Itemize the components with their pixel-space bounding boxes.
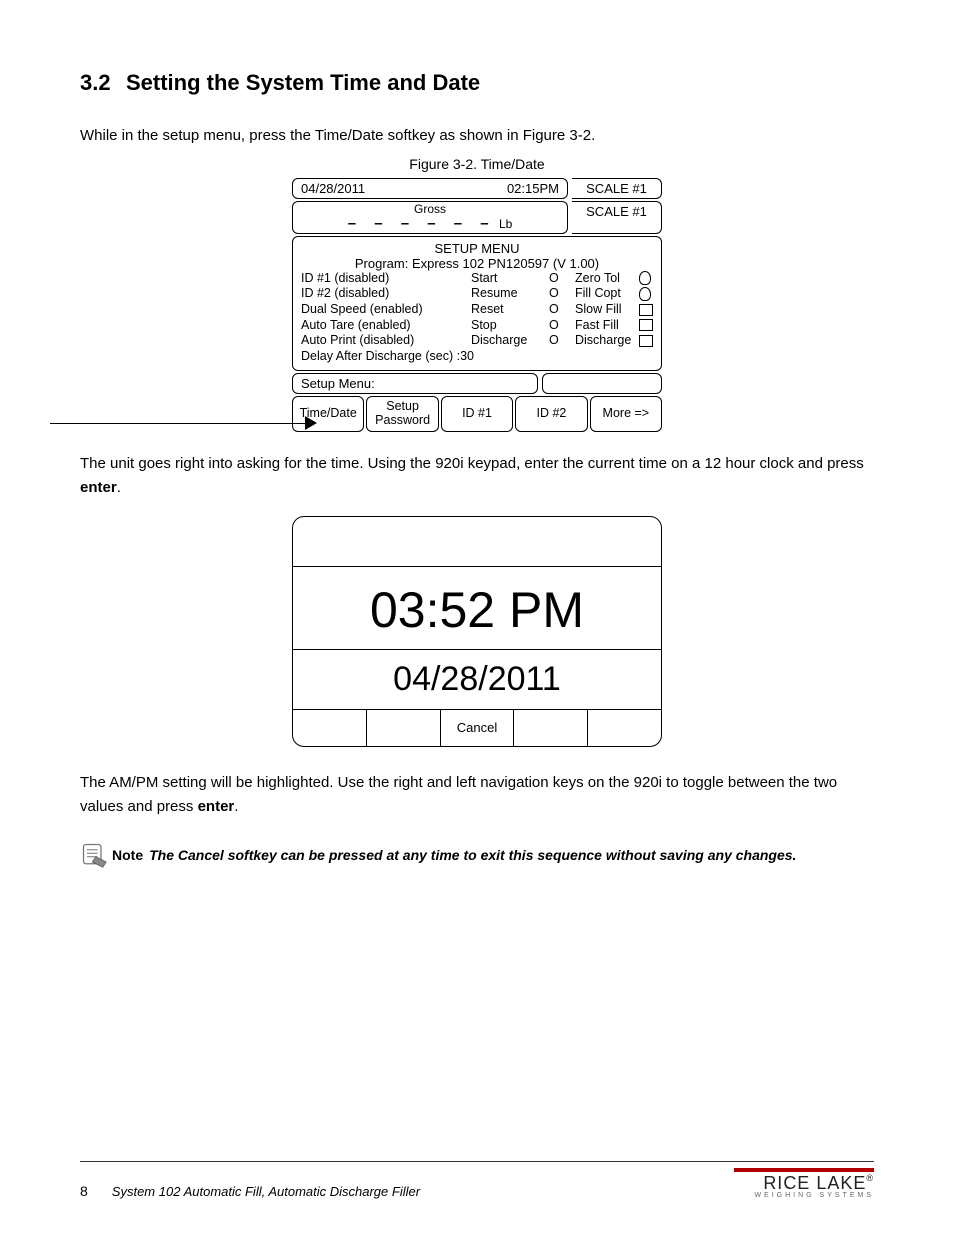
page-number: 8 — [80, 1183, 88, 1199]
softkey-blank-1[interactable] — [293, 710, 367, 746]
date-display: 04/28/2011 — [293, 650, 661, 710]
bulb-icon — [639, 271, 653, 287]
blank-cell — [542, 373, 662, 394]
softkey-blank-2[interactable] — [367, 710, 441, 746]
datetime-bar: 04/28/2011 02:15PM — [292, 178, 568, 199]
valve-icon — [639, 318, 653, 334]
softkey-setup-password[interactable]: Setup Password — [366, 396, 438, 432]
doc-title: System 102 Automatic Fill, Automatic Dis… — [112, 1184, 420, 1199]
indicator-icons — [639, 271, 653, 365]
intro-text: While in the setup menu, press the Time/… — [80, 124, 874, 148]
time-value: 02:15PM — [507, 181, 559, 196]
note-icon — [80, 841, 108, 869]
softkey-blank-3[interactable] — [514, 710, 588, 746]
program-line: Program: Express 102 PN120597 (V 1.00) — [301, 256, 653, 271]
softkey-time-date[interactable]: Time/Date — [292, 396, 364, 432]
settings-col: ID #1 (disabled) ID #2 (disabled) Dual S… — [301, 271, 471, 365]
figure1-caption: Figure 3-2. Time/Date — [80, 156, 874, 172]
note-block: Note The Cancel softkey can be pressed a… — [80, 841, 874, 869]
mid-paragraph: The unit goes right into asking for the … — [80, 452, 874, 500]
page-footer: 8 System 102 Automatic Fill, Automatic D… — [80, 1161, 874, 1199]
rice-lake-logo: RICE LAKE® WEIGHING SYSTEMS — [734, 1168, 874, 1199]
note-label: Note — [112, 847, 143, 863]
section-heading: 3.2Setting the System Time and Date — [80, 70, 874, 96]
setup-menu-title: SETUP MENU — [301, 241, 653, 256]
scale-label-2: SCALE #1 — [572, 201, 662, 234]
setup-menu-body: SETUP MENU Program: Express 102 PN120597… — [292, 236, 662, 372]
action-col: Start Resume Reset Stop Discharge — [471, 271, 549, 365]
softkey-blank-4[interactable] — [588, 710, 661, 746]
status-col: O O O O O — [549, 271, 569, 365]
note-text: The Cancel softkey can be pressed at any… — [149, 847, 796, 863]
time-entry-screen: 03:52 PM 04/28/2011 Cancel — [292, 516, 662, 747]
section-title-text: Setting the System Time and Date — [126, 70, 480, 95]
valve-icon — [639, 333, 653, 349]
bulb-icon — [639, 286, 653, 302]
valve-icon — [639, 302, 653, 318]
time-display: 03:52 PM — [293, 567, 661, 650]
section-number: 3.2 — [80, 70, 126, 96]
softkey-more[interactable]: More => — [590, 396, 662, 432]
date-value: 04/28/2011 — [301, 181, 365, 196]
softkey-id1[interactable]: ID #1 — [441, 396, 513, 432]
softkey-id2[interactable]: ID #2 — [515, 396, 587, 432]
scale-label-1: SCALE #1 — [572, 178, 662, 199]
gross-display: Gross – – – – – – Lb — [292, 201, 568, 234]
blank-header — [293, 517, 661, 567]
softkey-cancel[interactable]: Cancel — [441, 710, 515, 746]
setup-menu-label: Setup Menu: — [292, 373, 538, 394]
after-paragraph: The AM/PM setting will be highlighted. U… — [80, 771, 874, 819]
output-col: Zero Tol Fill Copt Slow Fill Fast Fill D… — [575, 271, 653, 365]
setup-menu-screen: 04/28/2011 02:15PM SCALE #1 Gross – – – … — [292, 178, 662, 432]
